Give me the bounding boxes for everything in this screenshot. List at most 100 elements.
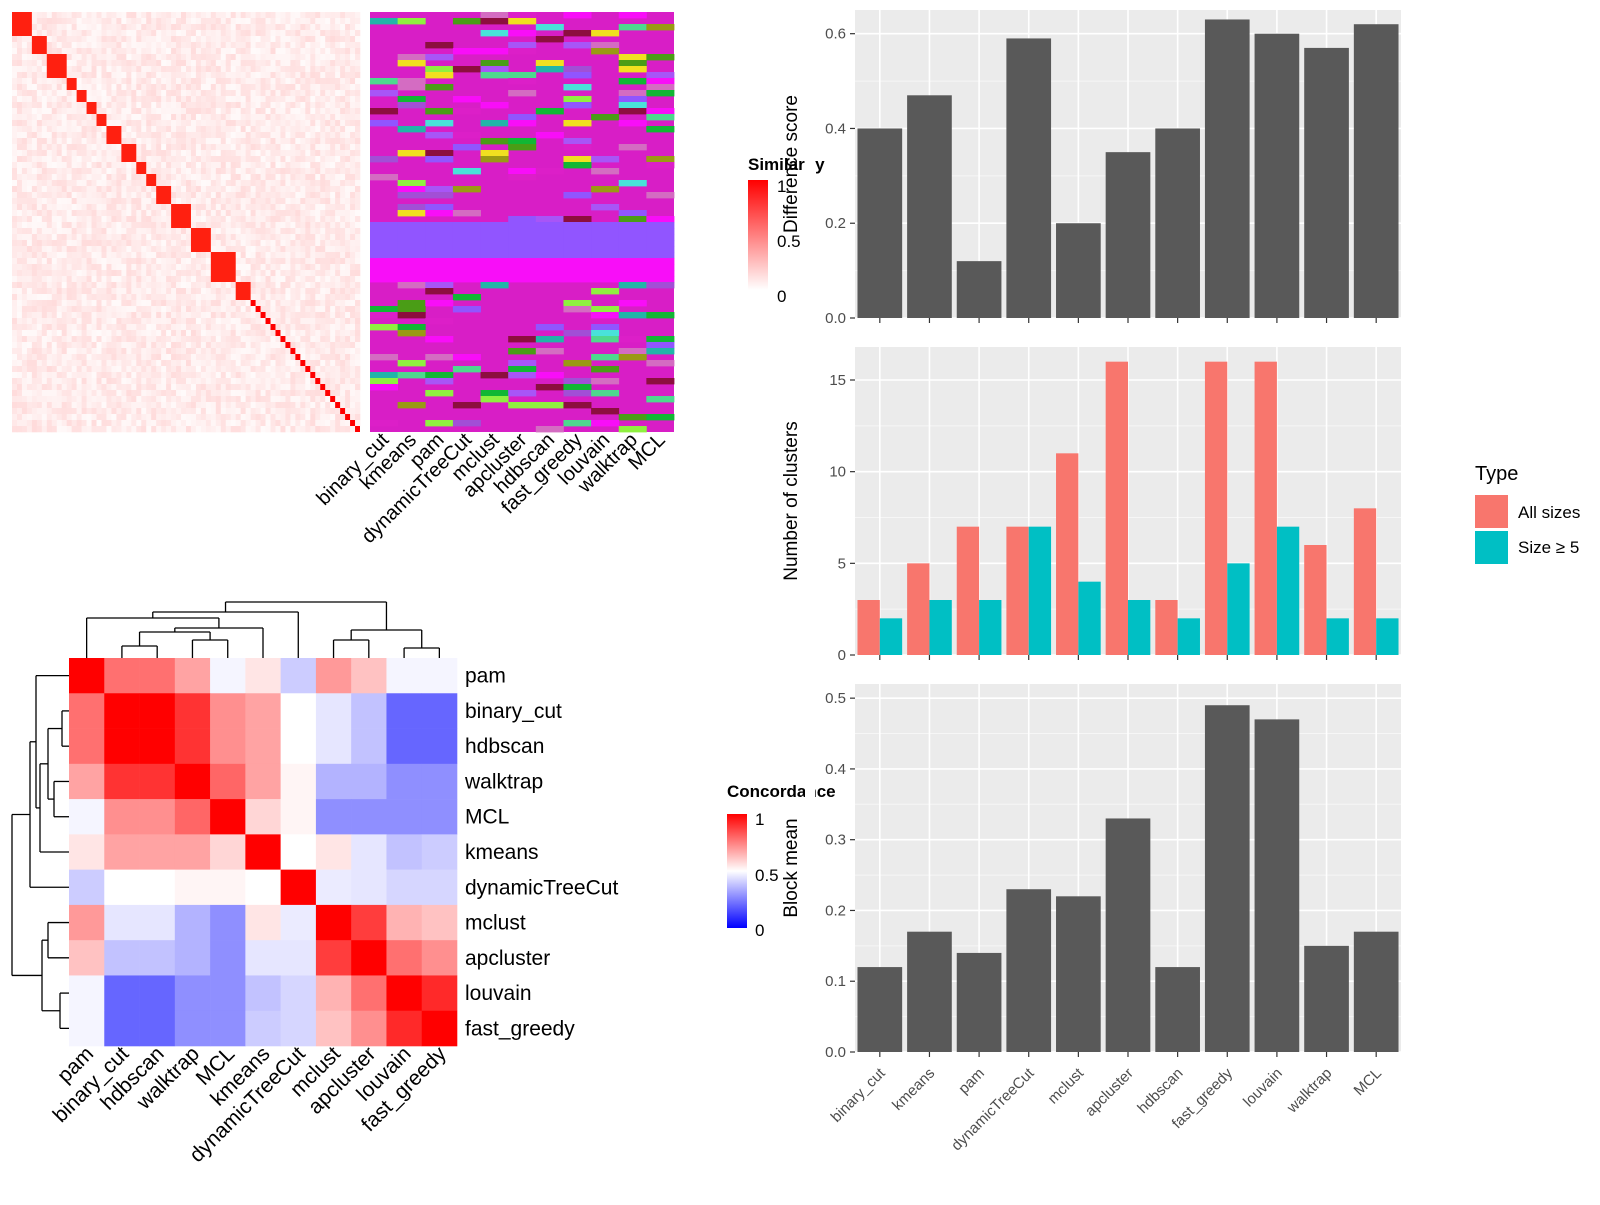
assignment-cell — [480, 102, 509, 109]
similarity-cell — [76, 264, 82, 271]
similarity-cell — [161, 180, 167, 187]
similarity-cell — [46, 360, 53, 367]
similarity-cell — [181, 66, 187, 73]
similarity-cell — [21, 384, 28, 391]
similarity-cell — [36, 288, 43, 295]
similarity-cell — [265, 240, 271, 247]
similarity-cell — [156, 252, 162, 259]
similarity-cell — [111, 108, 117, 115]
similarity-cell — [245, 342, 251, 349]
similarity-cell — [245, 234, 251, 241]
similarity-cell — [260, 396, 266, 403]
similarity-cell — [76, 84, 82, 91]
similarity-cell — [36, 60, 43, 67]
similarity-cell — [310, 120, 316, 127]
assignment-cell — [397, 60, 426, 67]
similarity-cell — [265, 366, 271, 373]
similarity-diagonal-cell — [330, 396, 336, 402]
similarity-cell — [171, 162, 177, 169]
similarity-cell — [171, 36, 177, 43]
similarity-cell — [355, 384, 361, 391]
similarity-cell — [200, 12, 207, 19]
similarity-cell — [195, 360, 202, 367]
similarity-cell — [76, 42, 82, 49]
similarity-cell — [121, 168, 127, 175]
similarity-cell — [71, 348, 77, 355]
similarity-cell — [335, 360, 341, 367]
similarity-cell — [270, 114, 276, 121]
similarity-cell — [330, 330, 336, 337]
similarity-cell — [151, 318, 157, 325]
similarity-cell — [86, 60, 92, 67]
similarity-cell — [131, 252, 137, 259]
similarity-cell — [280, 288, 286, 295]
similarity-cell — [330, 258, 336, 265]
similarity-cell — [161, 300, 167, 307]
similarity-cell — [71, 390, 77, 397]
similarity-cell — [280, 90, 286, 97]
similarity-cell — [350, 78, 356, 85]
similarity-cell — [16, 54, 23, 61]
similarity-cell — [235, 270, 241, 277]
similarity-cell — [176, 186, 182, 193]
similarity-cell — [280, 366, 286, 373]
similarity-cell — [76, 378, 82, 385]
similarity-cell — [26, 78, 33, 85]
similarity-cell — [61, 336, 67, 343]
similarity-cell — [171, 306, 177, 313]
similarity-cell — [101, 168, 107, 175]
similarity-cell — [86, 162, 92, 169]
similarity-cell — [181, 318, 187, 325]
similarity-cell — [280, 216, 286, 223]
similarity-cell — [330, 78, 336, 85]
similarity-cell — [280, 24, 286, 31]
similarity-cell — [290, 192, 296, 199]
similarity-cell — [250, 390, 256, 397]
similarity-cell — [230, 162, 237, 169]
similarity-cell — [190, 192, 197, 199]
similarity-cell — [335, 306, 341, 313]
similarity-cell — [46, 84, 53, 91]
similarity-cell — [320, 60, 326, 67]
similarity-cell — [156, 150, 162, 157]
similarity-cell — [126, 96, 132, 103]
similarity-cell — [146, 234, 152, 241]
similarity-cell — [255, 24, 261, 31]
similarity-cell — [250, 150, 256, 157]
similarity-diagonal-cell — [305, 366, 311, 372]
similarity-cell — [345, 102, 351, 109]
similarity-cell — [76, 240, 82, 247]
similarity-cell — [310, 360, 316, 367]
similarity-cell — [26, 252, 33, 259]
similarity-cell — [345, 18, 351, 25]
similarity-cell — [111, 360, 117, 367]
similarity-cell — [26, 414, 33, 421]
assignment-cell — [508, 174, 537, 181]
similarity-cell — [71, 408, 77, 415]
similarity-cell — [51, 228, 58, 235]
similarity-cell — [250, 198, 256, 205]
similarity-cell — [330, 264, 336, 271]
similarity-cell — [255, 390, 261, 397]
similarity-cell — [260, 54, 266, 61]
similarity-cell — [16, 426, 23, 433]
similarity-cell — [176, 138, 182, 145]
similarity-cell — [200, 72, 207, 79]
similarity-cell — [345, 270, 351, 277]
similarity-cell — [335, 240, 341, 247]
similarity-cell — [161, 288, 167, 295]
similarity-cell — [325, 330, 331, 337]
similarity-cell — [81, 210, 87, 217]
similarity-cell — [151, 372, 157, 379]
similarity-cell — [126, 114, 132, 121]
similarity-cell — [350, 402, 356, 409]
similarity-cell — [71, 300, 77, 307]
similarity-cell — [16, 246, 23, 253]
similarity-cell — [340, 186, 346, 193]
similarity-cell — [260, 24, 266, 31]
similarity-cell — [166, 30, 172, 37]
similarity-cell — [345, 282, 351, 289]
similarity-cell — [250, 312, 256, 319]
similarity-cell — [320, 270, 326, 277]
similarity-cell — [220, 186, 227, 193]
